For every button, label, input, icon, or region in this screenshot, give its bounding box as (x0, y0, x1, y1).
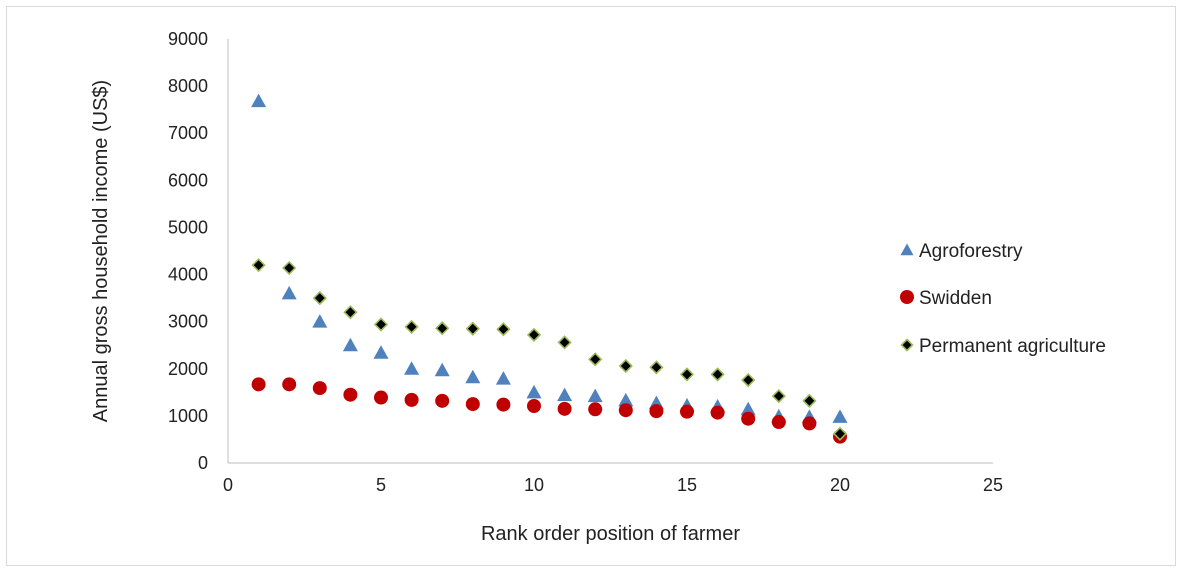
permanent-agriculture-point (373, 317, 389, 332)
legend-item-swidden: Swidden (900, 288, 992, 309)
permanent-agriculture-point (741, 372, 756, 388)
x-tick-labels: 0 5 10 15 20 25 (223, 475, 1003, 495)
x-tick-label: 10 (524, 475, 544, 495)
y-tick-label: 8000 (168, 76, 208, 96)
agroforestry-point (281, 285, 297, 300)
x-tick-label: 0 (223, 475, 233, 495)
permanent-agriculture-point (282, 260, 297, 276)
agroforestry-point (495, 371, 511, 385)
swidden-point (649, 404, 664, 419)
x-tick-label: 20 (830, 475, 850, 495)
agroforestry-point (373, 345, 389, 359)
y-tick-label: 2000 (168, 359, 208, 379)
x-axis-title: Rank order position of farmer (481, 523, 740, 545)
legend-triangle-marker (900, 243, 914, 256)
y-tick-label: 1000 (168, 406, 208, 426)
y-tick-label: 4000 (168, 265, 208, 285)
agroforestry-point (251, 93, 267, 108)
plot-area: 0 5 10 15 20 25 0 1000 2000 3000 4000 5000 6000 7000… (168, 29, 1003, 495)
swidden-point (435, 393, 450, 408)
swidden-point (374, 390, 388, 405)
swidden-point (404, 392, 419, 407)
agroforestry-point (587, 388, 603, 403)
swidden-point (741, 411, 756, 426)
permanent-agriculture-point (435, 321, 450, 336)
agroforestry-point (342, 337, 358, 352)
chart-frame: 0 5 10 15 20 25 0 1000 2000 3000 4000 5000 6000 7000… (6, 6, 1176, 566)
permanent-agriculture-point (496, 322, 511, 337)
legend-label-swidden: Swidden (919, 288, 992, 309)
permanent-agriculture-point (802, 393, 817, 408)
permanent-agriculture-point (343, 305, 358, 320)
series-permanent-agriculture (251, 258, 848, 441)
agroforestry-point (526, 384, 542, 399)
agroforestry-point (832, 409, 848, 423)
series-agroforestry (251, 93, 848, 423)
permanent-agriculture-point (679, 367, 695, 382)
agroforestry-point (557, 387, 573, 402)
y-tick-label: 6000 (168, 170, 208, 190)
agroforestry-point (434, 362, 450, 377)
permanent-agriculture-point (618, 358, 633, 374)
swidden-point (343, 387, 358, 402)
y-tick-label: 0 (198, 453, 208, 473)
swidden-point (802, 416, 817, 431)
agroforestry-point (465, 369, 481, 384)
legend-label-permanent-agriculture: Permanent agriculture (919, 336, 1106, 357)
legend: Agroforestry Swidden Permanent agricultu… (900, 241, 1106, 357)
permanent-agriculture-point (312, 290, 327, 306)
legend-item-agroforestry: Agroforestry (900, 241, 1023, 262)
permanent-agriculture-point (649, 360, 664, 375)
swidden-point (312, 381, 327, 396)
agroforestry-point (312, 314, 328, 328)
permanent-agriculture-point (557, 335, 572, 350)
swidden-point (465, 397, 480, 412)
agroforestry-point (618, 392, 634, 407)
y-tick-label: 5000 (168, 217, 208, 237)
y-tick-label: 7000 (168, 123, 208, 143)
y-tick-label: 9000 (168, 29, 208, 49)
permanent-agriculture-point (771, 388, 786, 404)
data-points (251, 93, 848, 444)
legend-item-permanent-agriculture: Permanent agriculture (900, 336, 1106, 357)
swidden-point (588, 402, 603, 417)
agroforestry-point (740, 401, 756, 416)
legend-circle-marker (900, 290, 914, 304)
agroforestry-point (404, 361, 420, 375)
permanent-agriculture-point (251, 258, 266, 273)
swidden-point (557, 401, 572, 416)
scatter-chart: 0 5 10 15 20 25 0 1000 2000 3000 4000 5000 6000 7000… (90, 29, 1106, 545)
permanent-agriculture-point (710, 367, 725, 382)
swidden-point (282, 377, 297, 392)
x-tick-label: 25 (983, 475, 1003, 495)
series-swidden (251, 377, 847, 444)
swidden-point (496, 397, 511, 412)
swidden-point (527, 398, 541, 413)
swidden-point (251, 377, 266, 392)
swidden-point (771, 415, 786, 430)
x-tick-label: 5 (376, 475, 386, 495)
permanent-agriculture-point (404, 319, 419, 334)
x-tick-label: 15 (677, 475, 697, 495)
y-tick-label: 3000 (168, 312, 208, 332)
y-axis-title: Annual gross household income (US$) (90, 80, 112, 422)
legend-label-agroforestry: Agroforestry (919, 241, 1023, 262)
permanent-agriculture-point (832, 426, 848, 441)
y-tick-labels: 0 1000 2000 3000 4000 5000 6000 7000 8000 9000 (168, 29, 208, 473)
permanent-agriculture-point (465, 321, 480, 336)
legend-diamond-marker (900, 338, 914, 352)
permanent-agriculture-point (526, 327, 542, 342)
swidden-point (680, 404, 694, 419)
permanent-agriculture-point (588, 352, 603, 367)
swidden-point (618, 403, 633, 418)
swidden-point (710, 405, 725, 420)
